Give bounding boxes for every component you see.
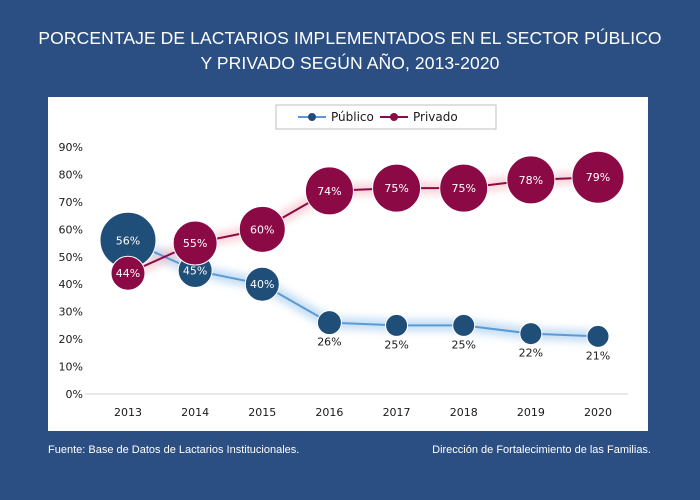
privado-point-2014: [172, 220, 218, 266]
y-tick-label: 70%: [59, 196, 83, 209]
privado-point-2018: [439, 163, 489, 213]
author-note: Dirección de Fortalecimiento de las Fami…: [432, 444, 651, 456]
x-tick-label: 2018: [450, 406, 478, 419]
privado-point-2015: [238, 205, 286, 253]
publico-point-2015: [244, 266, 280, 302]
publico-point-2018: [452, 313, 476, 337]
publico-data-label: 25%: [384, 338, 408, 351]
x-tick-label: 2019: [517, 406, 545, 419]
chart-title-line2: Y PRIVADO SEGÚN AÑO, 2013-2020: [200, 53, 500, 73]
privado-data-label: 55%: [183, 237, 207, 250]
legend-label-privado: Privado: [413, 110, 458, 124]
publico-point-2019: [519, 322, 543, 346]
y-tick-label: 20%: [59, 333, 83, 346]
legend-label-publico: Público: [331, 110, 374, 124]
y-tick-label: 40%: [59, 278, 83, 291]
publico-point-2017: [385, 313, 409, 337]
legend-marker-privado: [390, 113, 398, 121]
publico-data-label: 21%: [586, 349, 610, 362]
y-tick-label: 10%: [59, 361, 83, 374]
publico-data-label: 56%: [116, 234, 140, 247]
privado-point-2016: [304, 166, 354, 216]
publico-data-label: 40%: [250, 278, 274, 291]
publico-point-2020: [586, 324, 610, 348]
privado-data-label: 44%: [116, 267, 140, 280]
x-tick-label: 2020: [584, 406, 612, 419]
publico-data-label: 25%: [451, 338, 475, 351]
chart-title-line1: PORCENTAJE DE LACTARIOS IMPLEMENTADOS EN…: [38, 28, 662, 48]
y-tick-label: 90%: [59, 141, 83, 154]
y-tick-label: 0%: [66, 388, 83, 401]
y-tick-label: 50%: [59, 251, 83, 264]
privado-data-label: 75%: [451, 182, 475, 195]
publico-data-label: 45%: [183, 265, 207, 278]
line-chart: Público Privado 0% 10% 20% 30% 40% 50% 60% 70% 80…: [59, 104, 628, 419]
y-tick-label: 30%: [59, 306, 83, 319]
x-tick-label: 2017: [383, 406, 411, 419]
y-tick-label: 80%: [59, 168, 83, 181]
privado-data-label: 60%: [250, 223, 274, 236]
chart-panel: Público Privado 0% 10% 20% 30% 40% 50% 60% 70% 80…: [48, 97, 648, 431]
privado-data-label: 75%: [384, 182, 408, 195]
x-tick-label: 2016: [315, 406, 343, 419]
x-tick-label: 2013: [114, 406, 142, 419]
chart-title: PORCENTAJE DE LACTARIOS IMPLEMENTADOS EN…: [0, 26, 700, 76]
privado-point-2019: [506, 155, 556, 205]
x-tick-label: 2015: [248, 406, 276, 419]
privado-data-label: 74%: [317, 185, 341, 198]
privado-data-label: 78%: [519, 174, 543, 187]
privado-point-2017: [372, 163, 422, 213]
privado-point-2020: [571, 150, 625, 204]
publico-data-label: 22%: [519, 347, 543, 360]
y-axis: 0% 10% 20% 30% 40% 50% 60% 70% 80% 90%: [59, 141, 83, 401]
publico-data-label: 26%: [317, 336, 341, 349]
series-layer: 56% 45% 40% 26% 25% 25% 22% 21% 44% 55% 60% 74% 75% 7…: [99, 150, 625, 362]
source-note: Fuente: Base de Datos de Lactarios Insti…: [48, 444, 300, 456]
privado-point-2013: [110, 255, 146, 291]
privado-data-label: 79%: [586, 171, 610, 184]
x-tick-label: 2014: [181, 406, 209, 419]
legend: Público Privado: [275, 104, 497, 130]
legend-marker-publico: [308, 113, 316, 121]
x-axis: 2013 2014 2015 2016 2017 2018 2019 2020: [85, 393, 628, 419]
y-tick-label: 60%: [59, 223, 83, 236]
publico-point-2016: [316, 310, 342, 336]
